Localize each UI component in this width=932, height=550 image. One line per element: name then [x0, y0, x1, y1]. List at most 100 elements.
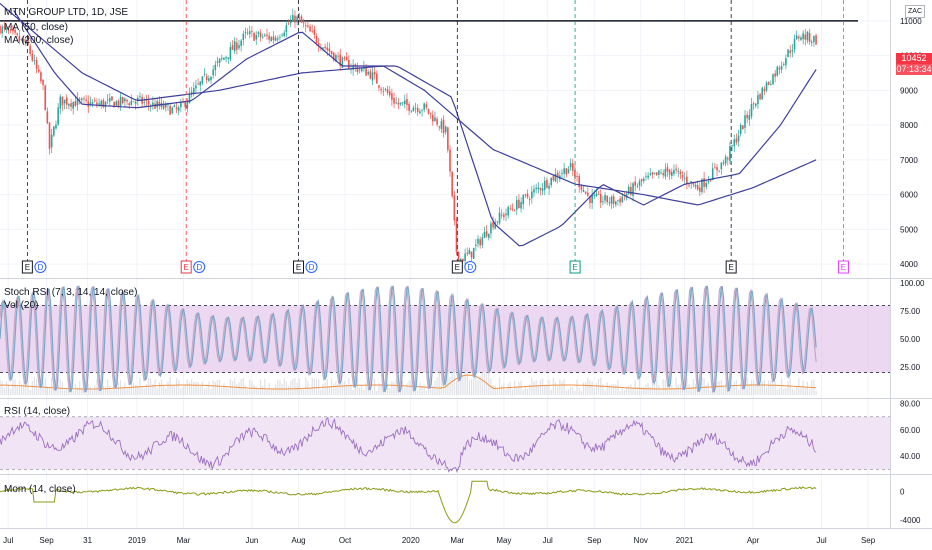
- volume-bar: [154, 379, 156, 395]
- candle-body: [154, 103, 156, 109]
- candle-body: [354, 64, 357, 67]
- candle-body: [100, 101, 103, 106]
- candle-body: [780, 65, 783, 70]
- volume-bar: [104, 386, 107, 395]
- candle-body: [429, 112, 432, 114]
- stoch-rsi-pane[interactable]: [0, 285, 890, 395]
- volume-bar: [287, 385, 290, 395]
- ma200-legend[interactable]: MA (200, close): [4, 35, 74, 46]
- volume-bar: [787, 381, 789, 395]
- vol-legend[interactable]: Vol (20): [4, 300, 39, 311]
- earnings-marker: [180, 260, 192, 274]
- candle-body: [737, 135, 740, 142]
- volume-bar: [705, 384, 707, 395]
- candle-body: [276, 38, 279, 40]
- volume-bar: [81, 387, 83, 395]
- candle-body: [399, 102, 402, 105]
- volume-bar: [29, 390, 31, 395]
- candle-body: [658, 170, 660, 175]
- candle-body: [175, 107, 178, 110]
- volume-bar: [391, 381, 393, 395]
- stoch-rsi-legend[interactable]: Stoch RSI (7, 3, 14, 14, close): [4, 287, 138, 298]
- x-tick-label: Aug: [291, 536, 305, 545]
- candle-body: [670, 172, 673, 176]
- ma50-line: [13, 10, 817, 247]
- mom-tick-label: 0: [900, 487, 905, 496]
- candle-body: [722, 162, 725, 164]
- momentum-pane[interactable]: [0, 480, 817, 524]
- volume-bar: [350, 383, 352, 395]
- rsi-line: [0, 416, 817, 474]
- ma50-legend[interactable]: MA (50, close): [4, 22, 68, 33]
- candle-body: [236, 42, 238, 50]
- earnings-marker: [292, 260, 304, 274]
- rsi-legend[interactable]: RSI (14, close): [4, 406, 71, 417]
- x-tick-label: Sep: [587, 536, 602, 545]
- volume-bar: [544, 385, 546, 395]
- candle-body: [550, 177, 553, 186]
- volume-bar: [25, 381, 27, 395]
- candle-body: [128, 103, 130, 106]
- candle-body: [137, 97, 139, 101]
- candle-body: [167, 104, 169, 106]
- candle-body: [785, 57, 787, 66]
- candle-body: [414, 107, 417, 109]
- candle-body: [238, 45, 240, 49]
- price-pane[interactable]: [0, 3, 858, 269]
- candle-body: [503, 214, 505, 218]
- candle-body: [552, 175, 555, 181]
- volume-bar: [119, 379, 122, 395]
- candle-body: [632, 183, 634, 196]
- currency-badge[interactable]: ZAC: [905, 5, 925, 18]
- volume-bar: [765, 386, 768, 395]
- volume-bar: [298, 378, 300, 395]
- candle-body: [292, 14, 294, 22]
- candle-body: [285, 25, 288, 33]
- candle-body: [393, 97, 395, 104]
- candle-body: [621, 196, 624, 203]
- volume-bar: [746, 378, 748, 395]
- candle-body: [694, 184, 697, 187]
- candle-body: [48, 122, 51, 149]
- volume-bar: [483, 372, 486, 395]
- volume-bar: [182, 386, 184, 395]
- candle-body: [50, 134, 53, 148]
- volume-bar: [46, 386, 48, 395]
- volume-bar: [703, 378, 705, 395]
- candle-body: [223, 57, 225, 60]
- candle-body: [509, 208, 512, 210]
- x-tick-label: 2020: [402, 536, 420, 545]
- candle-body: [115, 101, 118, 106]
- candle-body: [46, 111, 49, 124]
- volume-bar: [169, 377, 171, 395]
- candle-body: [688, 184, 690, 186]
- candle-body: [35, 60, 38, 70]
- volume-bar: [466, 369, 468, 395]
- volume-bar: [102, 385, 104, 395]
- volume-bar: [10, 388, 12, 395]
- volume-bar: [718, 380, 720, 395]
- candle-body: [423, 103, 425, 110]
- volume-bar: [458, 370, 460, 395]
- candle-body: [106, 99, 109, 101]
- candle-body: [804, 34, 807, 40]
- candle-body: [324, 46, 326, 49]
- mom-legend[interactable]: Mom (14, close): [4, 484, 76, 495]
- volume-bar: [602, 384, 604, 395]
- volume-bar: [737, 389, 740, 395]
- rsi-pane[interactable]: [0, 416, 890, 474]
- candle-body: [782, 64, 785, 65]
- candle-body: [29, 45, 31, 54]
- volume-bar: [72, 390, 74, 395]
- candle-body: [5, 28, 8, 30]
- last-price-badge: 10452: [896, 53, 932, 64]
- volume-bar: [225, 386, 227, 395]
- candle-body: [574, 170, 576, 178]
- candle-body: [582, 189, 585, 192]
- price-tick-label: 5000: [900, 225, 918, 234]
- candle-body: [93, 100, 96, 102]
- volume-bar: [645, 384, 647, 395]
- candle-body: [53, 126, 55, 136]
